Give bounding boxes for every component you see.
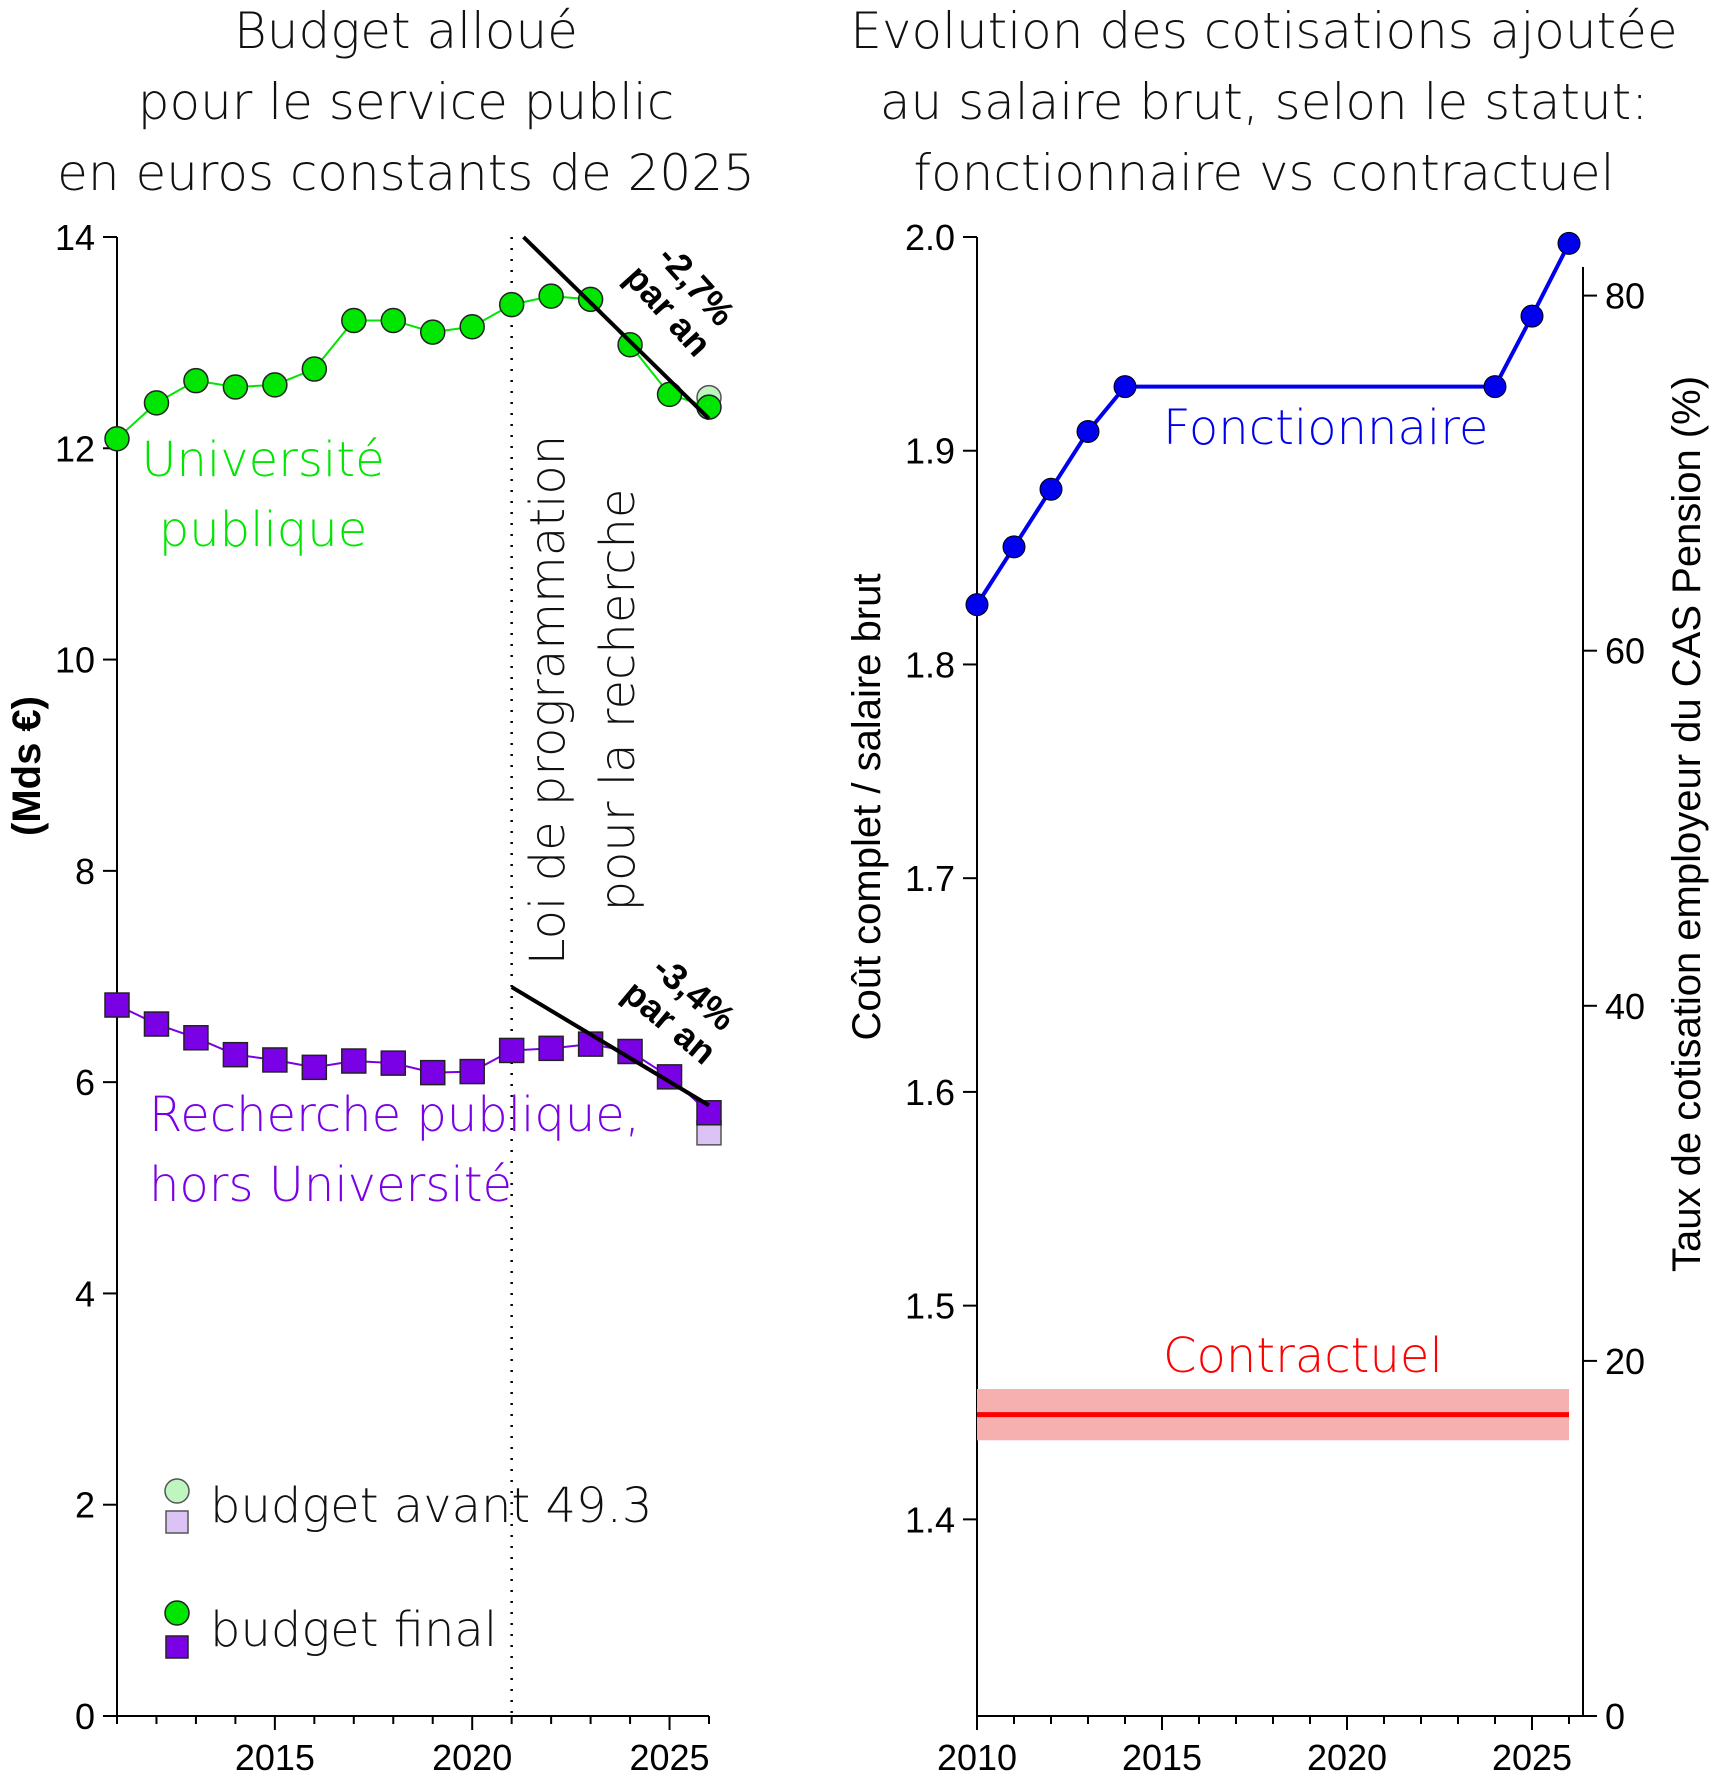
legend-avant-square xyxy=(165,1510,189,1534)
univ-point xyxy=(143,390,170,416)
y-right-tick-label: 0 xyxy=(1605,1696,1625,1737)
y-tick-label: 1.6 xyxy=(905,1072,955,1113)
y-tick-label: 1.9 xyxy=(905,431,955,472)
fonctionnaire-point xyxy=(1039,477,1063,501)
right-secondary-y-axis-label: Taux de cotisation employeur du CAS Pens… xyxy=(1665,376,1709,1272)
univ-point xyxy=(262,372,288,398)
y-tick-label: 0 xyxy=(75,1696,95,1737)
univ-point xyxy=(104,426,130,452)
y-tick-label: 1.8 xyxy=(905,644,955,685)
x-tick-label: 2025 xyxy=(1492,1737,1572,1778)
univ-point xyxy=(301,356,328,382)
rech-point xyxy=(104,992,130,1018)
fonctionnaire-point xyxy=(1076,419,1100,443)
univ-label-line1: Université xyxy=(141,432,384,488)
rech-point xyxy=(459,1058,485,1085)
y-tick-label: 6 xyxy=(75,1062,95,1103)
univ-point xyxy=(538,283,564,309)
univ-point xyxy=(696,394,722,420)
univ-point xyxy=(459,314,485,340)
fonctionnaire-point xyxy=(1002,535,1026,559)
y-tick-label: 1.7 xyxy=(905,858,955,899)
rech-point xyxy=(419,1059,446,1086)
univ-point xyxy=(419,319,446,345)
y-right-tick-label: 80 xyxy=(1605,276,1645,317)
y-tick-label: 2 xyxy=(75,1485,95,1526)
x-tick-label: 2020 xyxy=(1307,1737,1387,1778)
x-tick-label: 2020 xyxy=(432,1737,512,1778)
y-tick-label: 14 xyxy=(55,217,95,258)
univ-point xyxy=(341,307,367,334)
fonctionnaire-point xyxy=(1483,375,1507,399)
x-tick-label: 2025 xyxy=(629,1737,709,1778)
x-tick-label: 2015 xyxy=(235,1737,315,1778)
rech-point xyxy=(301,1054,328,1081)
y-tick-label: 1.4 xyxy=(905,1499,955,1540)
rech-label-line1: Recherche publique, xyxy=(149,1087,640,1143)
legend-final-circle xyxy=(164,1600,190,1626)
y-tick-label: 1.5 xyxy=(905,1286,955,1327)
rech-trend-line xyxy=(510,985,711,1108)
y-right-tick-label: 20 xyxy=(1605,1341,1645,1382)
vline-label-line2: pour la recherche xyxy=(590,489,646,912)
fonctionnaire-label: Fonctionnaire xyxy=(1163,400,1488,456)
fonctionnaire-point xyxy=(1113,375,1137,399)
univ-point xyxy=(498,291,525,318)
rech-point xyxy=(498,1037,525,1064)
legend-avant-label: budget avant 49.3 xyxy=(210,1478,652,1534)
univ-point xyxy=(183,367,209,394)
x-tick-label: 2010 xyxy=(937,1737,1017,1778)
univ-line xyxy=(116,295,710,440)
rech-label-line2: hors Université xyxy=(149,1157,512,1213)
legend-final-label: budget final xyxy=(210,1602,497,1658)
y-tick-label: 10 xyxy=(55,640,95,681)
left-title-line3: en euros constants de 2025 xyxy=(57,144,755,202)
rech-point xyxy=(262,1047,288,1073)
right-title-line3: fonctionnaire vs contractuel xyxy=(913,144,1614,202)
right-title-line1: Evolution des cotisations ajoutée xyxy=(850,2,1677,60)
y-tick-label: 4 xyxy=(75,1273,95,1314)
left-chart: 0 2 4 6 8 10 12 14 2015 2020 2025 xyxy=(55,217,722,1778)
fonctionnaire-point xyxy=(1520,304,1544,328)
rech-point xyxy=(341,1048,367,1074)
y-tick-label: 12 xyxy=(55,428,95,469)
fonctionnaire-point xyxy=(1557,231,1581,255)
rech-point xyxy=(380,1050,407,1076)
rech-point xyxy=(222,1041,249,1068)
left-y-axis-label: (Mds €) xyxy=(5,696,49,836)
y-tick-label: 2.0 xyxy=(905,217,955,258)
vline-label-line1: Loi de programmation xyxy=(520,435,576,965)
left-title-line1: Budget alloué xyxy=(234,2,578,60)
y-right-tick-label: 40 xyxy=(1605,986,1645,1027)
univ-point xyxy=(617,332,643,358)
rech-point xyxy=(143,1011,170,1037)
x-tick-label: 2015 xyxy=(1122,1737,1202,1778)
legend-avant-circle xyxy=(164,1478,190,1504)
y-tick-label: 8 xyxy=(75,851,95,892)
y-right-tick-label: 60 xyxy=(1605,631,1645,672)
legend-final-square xyxy=(165,1635,189,1659)
univ-point xyxy=(222,374,249,400)
contractuel-label: Contractuel xyxy=(1163,1328,1443,1384)
rech-point xyxy=(183,1025,209,1051)
univ-point xyxy=(380,307,407,334)
right-y-axis-label: Coût complet / salaire brut xyxy=(845,574,889,1041)
univ-trend-line xyxy=(522,235,711,421)
rech-point xyxy=(538,1035,564,1062)
right-title-line2: au salaire brut, selon le statut: xyxy=(880,73,1648,131)
left-title-line2: pour le service public xyxy=(138,73,674,131)
univ-label-line2: publique xyxy=(159,502,367,558)
fonctionnaire-point xyxy=(965,593,989,617)
univ-point xyxy=(577,286,604,313)
right-chart: 1.4 1.5 1.6 1.7 1.8 1.9 2.0 0 20 40 60 80 2010 2015 20… xyxy=(905,217,1645,1778)
